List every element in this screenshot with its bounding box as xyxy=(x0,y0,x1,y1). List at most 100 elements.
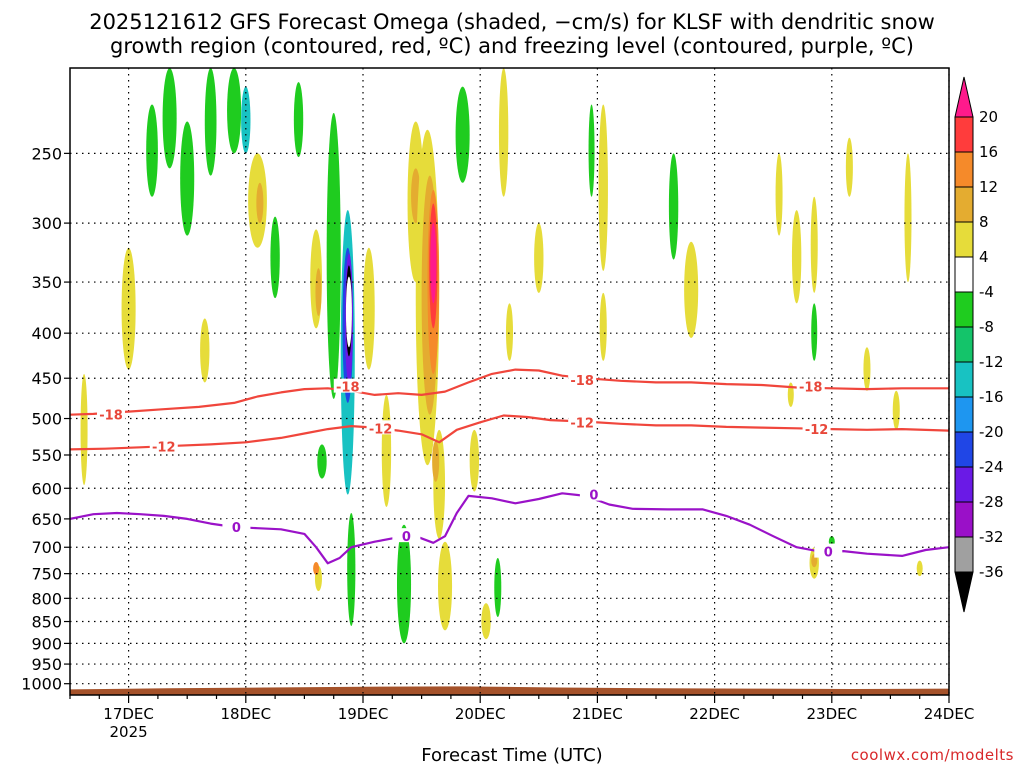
contour-label: 0 xyxy=(402,530,411,545)
omega-shade-cell xyxy=(241,86,251,154)
chart-title-line-2: growth region (contoured, red, ºC) and f… xyxy=(110,34,914,58)
contour-line-minus18 xyxy=(70,368,949,416)
x-tick-label: 18DEC xyxy=(221,705,272,723)
omega-shade-cell xyxy=(588,104,595,197)
omega-shade-cell xyxy=(315,268,322,317)
omega-shade-cell xyxy=(430,223,437,304)
omega-shade-cell xyxy=(293,82,304,158)
colorbar-swatch xyxy=(954,326,974,363)
omega-shade-cell xyxy=(892,390,900,430)
omega-shade-cell xyxy=(810,196,818,293)
omega-shade-cell xyxy=(180,121,195,236)
contour-label: 0 xyxy=(589,489,598,504)
x-tick-label: 21DEC xyxy=(572,705,623,723)
y-tick-label: 900 xyxy=(31,634,62,653)
colorbar-swatch xyxy=(954,431,974,468)
omega-shade-cell xyxy=(598,104,608,271)
y-tick-label: 800 xyxy=(31,589,62,608)
omega-shade-cell xyxy=(498,68,509,197)
colorbar-label: -24 xyxy=(979,458,1004,476)
y-tick-label: 500 xyxy=(31,410,62,429)
y-tick-label: 750 xyxy=(31,565,62,584)
contour-label-bg xyxy=(333,378,362,393)
omega-shade-cell xyxy=(481,603,491,640)
source-credit: coolwx.com/modelts xyxy=(850,746,1014,764)
contour-label-bg xyxy=(568,414,597,429)
y-tick-label: 350 xyxy=(31,273,62,292)
omega-shade-cell xyxy=(684,241,699,338)
omega-shade-cell xyxy=(227,68,242,154)
colorbar-label: 16 xyxy=(979,143,998,161)
omega-shade-cell xyxy=(162,68,177,169)
y-tick-label: 550 xyxy=(31,446,62,465)
x-tick-label: 17DEC xyxy=(103,705,154,723)
contour-label-bg xyxy=(392,528,421,543)
colorbar-bottom-arrow xyxy=(954,571,974,613)
y-tick-label: 600 xyxy=(31,479,62,498)
colorbar-label: -16 xyxy=(979,388,1004,406)
colorbar-label: -32 xyxy=(979,528,1004,546)
contour-label-bg xyxy=(796,378,825,393)
contour-label-bg xyxy=(366,420,395,435)
contour-label: -18 xyxy=(799,381,823,396)
contour-label: -18 xyxy=(336,381,360,396)
y-tick-label: 1000 xyxy=(21,675,62,694)
colorbar: 20 16 12 8 4 -4 -8 -12 -16 -20 -24 -28 -32 -36 xyxy=(954,76,1004,613)
omega-shade-cell xyxy=(345,276,352,348)
colorbar-swatch xyxy=(954,151,974,188)
colorbar-swatch xyxy=(954,396,974,433)
colorbar-label: 4 xyxy=(979,248,989,266)
omega-shade-cell xyxy=(432,440,440,482)
contour-label-bg xyxy=(814,543,843,558)
colorbar-swatch xyxy=(954,291,974,328)
colorbar-swatch xyxy=(954,361,974,398)
omega-shade-cell xyxy=(469,429,480,492)
y-tick-label: 650 xyxy=(31,510,62,529)
omega-shade-cell xyxy=(200,318,210,383)
x-axis-label: Forecast Time (UTC) xyxy=(421,745,603,766)
y-tick-label: 250 xyxy=(31,144,62,163)
plot-area: -18 -18 -18 -18 -12 -12 -12 -12 0 0 0 0 250 300 350 400… xyxy=(21,67,975,741)
omega-shade-cell xyxy=(668,153,679,260)
x-tick-label: 20DEC xyxy=(455,705,506,723)
omega-shade-cell xyxy=(494,558,502,617)
colorbar-swatch xyxy=(954,186,974,223)
omega-shade-cell xyxy=(904,153,912,283)
colorbar-label: -8 xyxy=(979,318,994,336)
contour-label-bg xyxy=(149,438,178,453)
contour-label: 0 xyxy=(232,521,241,536)
colorbar-top-arrow xyxy=(954,76,974,118)
y-tick-label: 300 xyxy=(31,214,62,233)
contour-label: -12 xyxy=(152,441,176,456)
omega-shade-cell xyxy=(775,153,783,236)
colorbar-swatch xyxy=(954,221,974,258)
omega-shade-cell xyxy=(505,303,514,361)
chart-title-line-1: 2025121612 GFS Forecast Omega (shaded, −… xyxy=(89,10,935,34)
y-tick-label: 450 xyxy=(31,369,62,388)
omega-shade-cell xyxy=(845,137,853,197)
contour-label-bg xyxy=(802,421,831,436)
x-tick-label: 24DEC xyxy=(924,705,975,723)
colorbar-label: 12 xyxy=(979,178,998,196)
contour-label-bg xyxy=(568,371,597,386)
contour-label: -12 xyxy=(570,416,594,431)
omega-shade-cell xyxy=(270,216,280,299)
contour-label: -18 xyxy=(570,374,594,389)
y-tick-label: 950 xyxy=(31,655,62,674)
colorbar-swatch xyxy=(954,116,974,153)
colorbar-swatch xyxy=(954,466,974,503)
omega-shade-cell xyxy=(791,210,802,304)
x-tick-sublabel: 2025 xyxy=(110,723,148,741)
omega-shade-cell xyxy=(326,113,341,399)
omega-shade-cell xyxy=(80,373,88,486)
y-axis: 250 300 350 400 450 500 550 600 650 700 750 800 850 9… xyxy=(21,144,70,694)
omega-shade-cell xyxy=(256,182,264,224)
contour-label: -12 xyxy=(369,422,393,437)
contour-label-bg xyxy=(97,406,126,421)
omega-shade-cell xyxy=(787,382,794,407)
omega-shade-cell xyxy=(313,561,320,575)
colorbar-label: -28 xyxy=(979,493,1004,511)
y-tick-label: 700 xyxy=(31,538,62,557)
